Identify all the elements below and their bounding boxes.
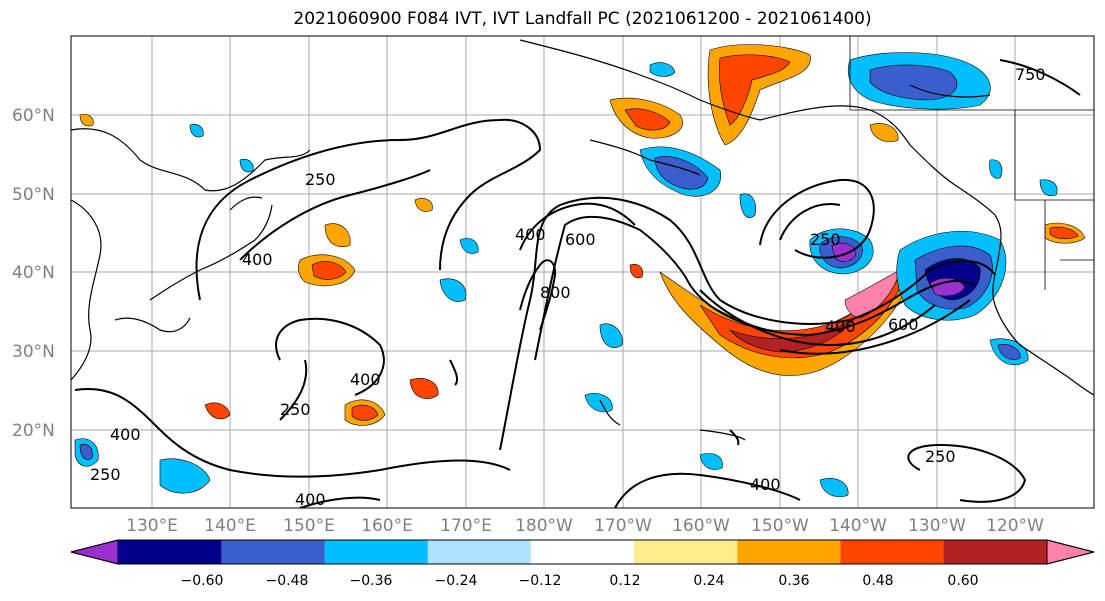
colorbar-tick-label: −0.48: [266, 573, 309, 589]
colorbar-tick-label: 0.60: [947, 573, 978, 589]
contour-label: 400: [825, 317, 856, 336]
lon-label: 170°E: [440, 516, 492, 536]
colorbar-segment: [737, 540, 842, 564]
map-title: 2021060900 F084 IVT, IVT Landfall PC (20…: [293, 9, 872, 29]
lon-label: 160°E: [361, 516, 413, 536]
contour-label: 250: [280, 400, 311, 419]
colorbar-tick-label: −0.36: [350, 573, 393, 589]
gridlines: [71, 36, 1094, 508]
colorbar-extend-high: [1046, 539, 1095, 565]
latitude-labels: 60°N 50°N 40°N 30°N 20°N: [12, 106, 55, 441]
lat-label: 20°N: [12, 421, 55, 441]
colorbar-segment: [634, 540, 738, 564]
contour-label: 750: [1015, 65, 1046, 84]
lon-label: 140°W: [829, 516, 887, 536]
contour-label: 400: [242, 250, 273, 269]
political-boundaries: [849, 36, 1094, 290]
colorbar-tick-label: 0.12: [609, 573, 640, 589]
lon-label: 170°W: [594, 516, 652, 536]
ivt-contours: [74, 59, 1081, 508]
filled-contours: [74, 44, 1086, 498]
lat-label: 40°N: [12, 263, 55, 283]
colorbar-segment: [530, 540, 635, 564]
lat-label: 60°N: [12, 106, 55, 126]
colorbar-tick-label: −0.24: [435, 573, 478, 589]
lat-label: 50°N: [12, 185, 55, 205]
lon-label: 180°W: [515, 516, 573, 536]
colorbar-tick-label: 0.24: [693, 573, 724, 589]
contour-label: 400: [295, 490, 326, 509]
lon-label: 140°E: [204, 516, 256, 536]
contour-label: 400: [350, 370, 381, 389]
colorbar-tick-label: 0.48: [862, 573, 893, 589]
colorbar-segment: [221, 540, 325, 564]
lon-label: 130°E: [126, 516, 178, 536]
colorbar-segment: [943, 540, 1048, 564]
colorbar-tick-label: −0.60: [181, 573, 224, 589]
map-frame: [70, 35, 1095, 509]
colorbar-segment: [840, 540, 945, 564]
colorbar-segment: [324, 540, 429, 564]
lon-label: 160°W: [672, 516, 730, 536]
lon-label: 130°W: [908, 516, 966, 536]
contour-label: 600: [565, 230, 596, 249]
colorbar-tick-labels: −0.60 −0.48 −0.36 −0.24 −0.12 0.12 0.24 …: [181, 573, 979, 589]
contour-label: 400: [515, 225, 546, 244]
colorbar-segment: [118, 540, 222, 564]
contour-label: 250: [305, 170, 336, 189]
colorbar-tick-label: −0.12: [519, 573, 562, 589]
colorbar: [70, 539, 1095, 565]
lon-label: 150°W: [751, 516, 809, 536]
contour-label: 250: [90, 465, 121, 484]
lon-label: 120°W: [986, 516, 1044, 536]
coastlines: [71, 39, 1094, 441]
colorbar-extend-low: [70, 539, 119, 565]
longitude-labels: 130°E 140°E 150°E 160°E 170°E 180°W 170°…: [126, 516, 1044, 536]
colorbar-segment: [427, 540, 532, 564]
contour-labels: 250 400 250 400 400 600 800 250 400 600 …: [90, 65, 1046, 509]
lon-label: 150°E: [283, 516, 335, 536]
colorbar-tick-label: 0.36: [778, 573, 809, 589]
contour-label: 250: [810, 230, 841, 249]
contour-label: 400: [750, 475, 781, 494]
contour-label: 400: [110, 425, 141, 444]
contour-label: 250: [925, 447, 956, 466]
colorbar-outline: [70, 539, 1095, 565]
contour-label: 800: [540, 283, 571, 302]
contour-label: 600: [888, 315, 919, 334]
lat-label: 30°N: [12, 342, 55, 362]
